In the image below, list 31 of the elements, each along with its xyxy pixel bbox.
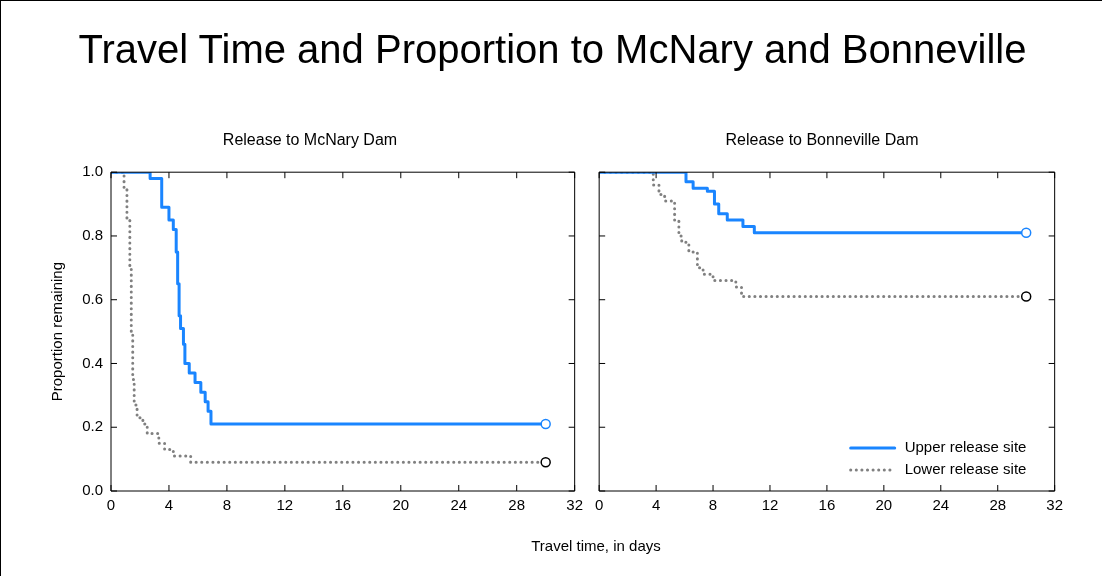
x-tick-label: 12: [276, 496, 294, 514]
legend-label: Lower release site: [904, 460, 1027, 478]
chart-title: Travel Time and Proportion to McNary and Bonneville: [77, 27, 1028, 72]
x-tick-label: 0: [595, 496, 604, 514]
y-tick-label: 1.0: [82, 162, 103, 180]
y-tick-label: 0.2: [82, 417, 103, 435]
x-tick-label: 4: [651, 496, 661, 514]
y-tick-label: 0.6: [82, 289, 103, 307]
y-axis-title: Proportion remaining: [48, 261, 66, 402]
x-tick-label: 12: [761, 496, 779, 514]
x-tick-label: 24: [932, 496, 950, 514]
x-tick-label: 24: [450, 496, 468, 514]
x-tick-label: 4: [164, 496, 174, 514]
x-tick-label: 28: [989, 496, 1007, 514]
y-tick-label: 0.4: [82, 353, 103, 371]
x-tick-label: 20: [392, 496, 410, 514]
chart-subtitle: Release to Bonneville Dam: [725, 131, 919, 149]
x-axis-title: Travel time, in days: [530, 537, 662, 554]
x-tick-label: 20: [875, 496, 893, 514]
x-tick-label: 8: [222, 496, 232, 514]
x-tick-label: 32: [566, 496, 583, 514]
x-tick-label: 16: [818, 496, 836, 514]
x-tick-label: 32: [1046, 496, 1063, 514]
legend-label: Upper release site: [904, 438, 1027, 456]
chart-subtitle: Release to McNary Dam: [222, 131, 398, 149]
y-tick-label: 0.0: [82, 481, 103, 499]
x-tick-label: 16: [334, 496, 352, 514]
y-tick-label: 0.8: [82, 226, 103, 244]
x-tick-label: 8: [708, 496, 718, 514]
x-tick-label: 28: [508, 496, 526, 514]
x-tick-label: 0: [106, 496, 116, 514]
